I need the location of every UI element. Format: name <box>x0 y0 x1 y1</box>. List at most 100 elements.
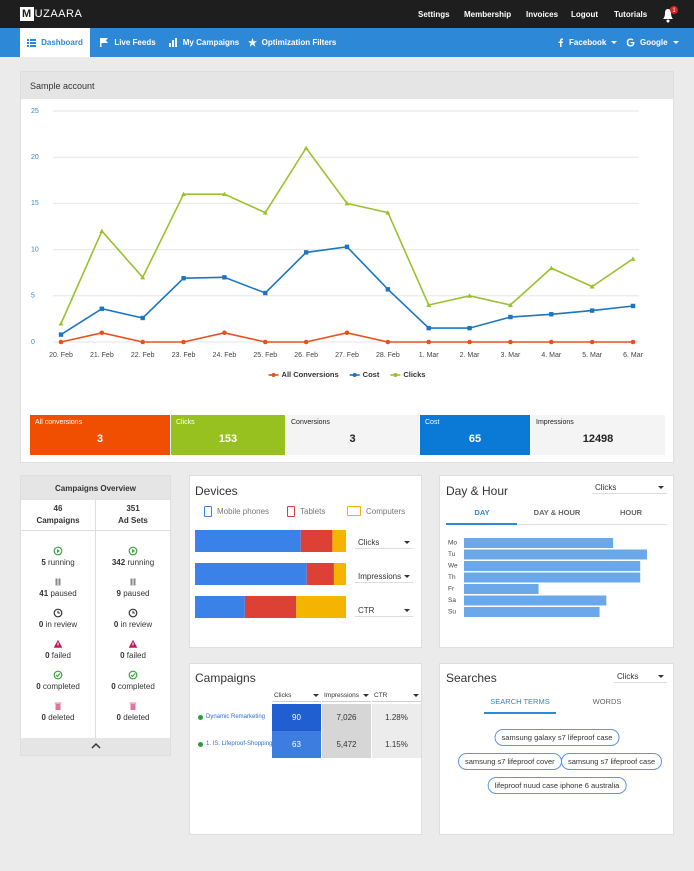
legend-swatch <box>347 506 361 516</box>
y-tick-label: 10 <box>31 246 39 253</box>
view-tab[interactable]: SEARCH TERMS <box>490 697 550 706</box>
view-tab[interactable]: DAY <box>474 508 490 517</box>
sort-caret <box>413 694 419 697</box>
legend-label: Clicks <box>403 370 425 379</box>
x-tick-label: 27. Feb <box>335 352 359 359</box>
status-icon <box>53 608 63 618</box>
status-line: 0 completed <box>96 682 170 691</box>
search-term[interactable]: samsung s7 lifeproof cover <box>458 753 562 770</box>
status-label: failed <box>51 651 71 660</box>
point <box>58 339 64 345</box>
point <box>630 303 636 309</box>
series-line <box>60 146 634 324</box>
account-menu[interactable]: Google <box>626 28 679 57</box>
tab-icon <box>100 38 109 47</box>
metric-dropdown[interactable]: Impressions <box>355 571 413 583</box>
status-line: 5 running <box>21 558 95 567</box>
nav-link[interactable]: Settings <box>418 10 450 19</box>
status-dot <box>198 715 203 720</box>
metric-dropdown[interactable]: CTR <box>355 605 413 617</box>
account-icon <box>626 38 635 47</box>
point <box>508 314 513 320</box>
nav-tab[interactable]: Dashboard <box>20 28 90 57</box>
view-tab[interactable]: WORDS <box>592 697 622 706</box>
nav-link[interactable]: Logout <box>571 10 599 19</box>
y-tick-label: 5 <box>31 293 35 300</box>
nav-link[interactable]: Membership <box>464 10 512 19</box>
active-tab-underline <box>484 712 556 714</box>
nav-link[interactable]: Invoices <box>526 10 559 19</box>
point <box>344 200 350 206</box>
summary-value: 65 <box>468 433 482 445</box>
y-tick-label: Th <box>448 574 456 581</box>
point <box>58 321 64 326</box>
metric-dropdown[interactable]: Clicks <box>355 537 413 549</box>
x-tick-label: 25. Feb <box>253 352 277 359</box>
bar-segment <box>306 563 334 585</box>
notification-bell[interactable]: 1 <box>660 6 680 24</box>
nav-tab[interactable]: My Campaigns <box>166 28 242 57</box>
search-term[interactable]: samsung galaxy s7 lifeproof case <box>494 729 620 746</box>
column-header[interactable]: Clicks <box>272 690 321 702</box>
status-count: 9 <box>116 589 121 598</box>
point <box>303 145 309 150</box>
column-label: Campaigns <box>36 516 80 525</box>
metric-dropdown[interactable]: Clicks <box>592 482 667 494</box>
campaigns-panel: Campaigns Clicks Impressions CTR Dynamic Re… <box>189 663 422 835</box>
point <box>507 302 513 308</box>
account-menu[interactable]: Facebook <box>555 28 618 57</box>
status-line: 0 deleted <box>96 713 170 722</box>
column-header[interactable]: CTR <box>372 690 421 702</box>
y-tick-label: Su <box>448 609 456 616</box>
search-term[interactable]: lifeproof nuud case iphone 6 australia <box>487 777 627 794</box>
campaign-name[interactable]: 1. IS. Lifeproof-Shopping <box>206 741 273 747</box>
x-tick-label: 1. Mar <box>419 352 440 359</box>
nav-tab[interactable]: Live Feeds <box>98 28 158 57</box>
status-icon <box>128 639 138 648</box>
point <box>221 191 227 197</box>
legend-item: Computers <box>347 506 405 516</box>
view-tab[interactable]: HOUR <box>619 508 643 517</box>
legend-label: Tablets <box>300 507 326 516</box>
metric-dropdown[interactable]: Clicks <box>614 671 667 683</box>
bar <box>464 572 641 583</box>
brand[interactable]: MUZAARA <box>22 8 83 20</box>
panel-title: Campaigns <box>195 671 256 685</box>
legend-marker <box>393 373 398 377</box>
tab-label: Live Feeds <box>114 38 156 47</box>
nav-tab[interactable]: Optimization Filters <box>247 28 337 57</box>
point <box>630 339 636 345</box>
chart-title: Sample account <box>30 81 95 91</box>
footer-bar[interactable] <box>21 738 170 755</box>
point <box>467 325 472 331</box>
header-label: Impressions <box>324 692 360 699</box>
line-chart: 0 5 10 15 20 25 20. Feb 21. Feb 22. Feb 23. Feb 24… <box>31 108 644 379</box>
status-count: 0 <box>41 713 46 722</box>
column-header[interactable]: Impressions <box>322 690 371 702</box>
view-tab[interactable]: DAY & HOUR <box>533 508 581 517</box>
tab-label: My Campaigns <box>182 38 240 47</box>
x-tick-label: 22. Feb <box>131 352 155 359</box>
day-hour-panel: Day & Hour Clicks DAY DAY & HOUR HOUR Mo Tu W… <box>439 475 674 648</box>
y-tick-label: We <box>448 563 458 570</box>
status-icon <box>53 546 63 556</box>
x-tick-label: 6. Mar <box>623 352 644 359</box>
chart-panel: Sample account 0 5 10 15 20 25 20. Feb 21. Feb 2… <box>20 71 674 463</box>
status-label: failed <box>126 651 146 660</box>
point <box>263 290 268 296</box>
search-term[interactable]: samsung s7 lifeproof case <box>561 753 663 770</box>
status-count: 0 <box>120 651 125 660</box>
account-label: Facebook <box>569 38 607 47</box>
status-icon <box>128 608 138 618</box>
status-icon <box>53 639 63 648</box>
status-count: 0 <box>111 682 116 691</box>
legend-label: Computers <box>366 506 406 516</box>
campaign-name[interactable]: Dynamic Remarketing <box>206 714 266 720</box>
y-tick-label: 25 <box>31 108 39 115</box>
point <box>99 306 105 311</box>
bar <box>464 549 647 560</box>
status-line: 41 paused <box>21 589 95 598</box>
tab-icon <box>27 39 37 47</box>
nav-link[interactable]: Tutorials <box>614 10 648 19</box>
